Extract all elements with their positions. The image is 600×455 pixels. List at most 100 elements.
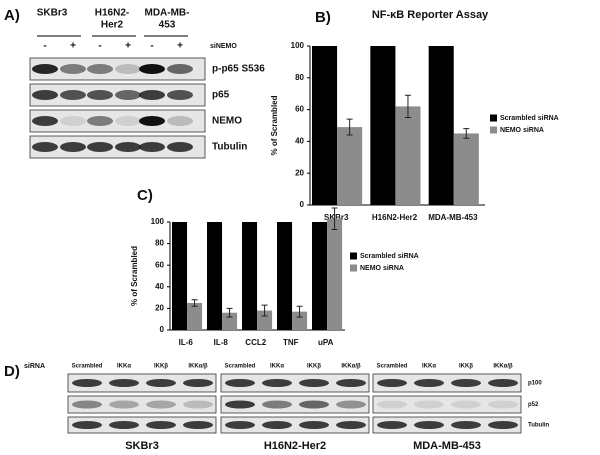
blot-strip bbox=[67, 395, 217, 414]
lane-label: IKKα/β bbox=[493, 364, 513, 370]
legend-swatch bbox=[350, 264, 357, 272]
blot-band bbox=[87, 116, 113, 126]
treatment-sign: + bbox=[177, 41, 183, 52]
blot-band bbox=[87, 90, 113, 100]
treatment-sign: - bbox=[150, 41, 153, 52]
cell-line-label: H16N2-Her2 bbox=[264, 440, 326, 452]
lane-label: IKKα/β bbox=[341, 364, 361, 370]
x-tick-label: IL-8 bbox=[214, 338, 229, 347]
blot-band bbox=[488, 421, 518, 429]
y-tick-label: 40 bbox=[155, 282, 164, 291]
bar bbox=[277, 222, 293, 330]
blot-band bbox=[115, 116, 141, 126]
blot-band bbox=[377, 379, 407, 387]
bar bbox=[207, 222, 223, 330]
blot-band bbox=[109, 400, 139, 409]
lane-label: IKKα bbox=[422, 364, 436, 370]
legend-swatch bbox=[490, 114, 497, 122]
blot-band bbox=[183, 400, 213, 409]
blot-band bbox=[167, 142, 193, 152]
blot-band bbox=[109, 379, 139, 387]
legend-label: NEMO siRNA bbox=[500, 127, 544, 134]
row-label: p-p65 S536 bbox=[212, 64, 265, 75]
error-bar bbox=[331, 207, 338, 231]
legend-label: NEMO siRNA bbox=[360, 265, 404, 272]
bar bbox=[453, 133, 479, 205]
y-tick-label: 0 bbox=[160, 325, 165, 334]
cell-line-label: 453 bbox=[159, 20, 176, 31]
row-label: Tubulin bbox=[212, 142, 247, 153]
bar bbox=[242, 222, 258, 330]
blot-band bbox=[262, 379, 292, 387]
blot-strip bbox=[220, 373, 370, 393]
bar bbox=[292, 311, 308, 330]
legend-label: Scrambled siRNA bbox=[500, 115, 559, 122]
blot-band bbox=[146, 421, 176, 429]
blot-strip bbox=[372, 395, 522, 414]
error-bar bbox=[226, 307, 233, 318]
blot-band bbox=[167, 116, 193, 126]
blot-band bbox=[336, 379, 366, 387]
blot-band bbox=[72, 421, 102, 429]
cell-line-label: Her2 bbox=[101, 20, 124, 31]
blot-band bbox=[32, 142, 58, 152]
blot-band bbox=[60, 90, 86, 100]
blot-band bbox=[225, 421, 255, 429]
blot-band bbox=[60, 64, 86, 74]
y-tick-label: 20 bbox=[295, 168, 304, 177]
lane-label: IKKα/β bbox=[188, 364, 208, 370]
blot-band bbox=[87, 64, 113, 74]
lane-label: IKKα bbox=[117, 364, 131, 370]
blot-strip bbox=[29, 109, 206, 133]
y-tick-label: 0 bbox=[300, 200, 305, 209]
treatment-sign: - bbox=[98, 41, 101, 52]
y-axis-label: % of Scrambled bbox=[130, 246, 139, 306]
error-bar bbox=[346, 118, 353, 136]
treatment-label: siNEMO bbox=[210, 43, 237, 50]
blot-band bbox=[262, 421, 292, 429]
blot-band bbox=[336, 400, 366, 409]
blot-band bbox=[146, 379, 176, 387]
blot-band bbox=[414, 421, 444, 429]
bar bbox=[428, 46, 454, 205]
blot-band bbox=[377, 400, 407, 409]
blot-band bbox=[115, 90, 141, 100]
blot-band bbox=[488, 379, 518, 387]
bar bbox=[187, 303, 203, 330]
x-tick-label: TNF bbox=[283, 338, 299, 347]
row-label: p65 bbox=[212, 90, 230, 101]
blot-strip bbox=[220, 416, 370, 434]
blot-band bbox=[32, 64, 58, 74]
row-label: p52 bbox=[528, 402, 539, 408]
blot-band bbox=[167, 64, 193, 74]
blot-band bbox=[225, 400, 255, 409]
bar bbox=[222, 312, 238, 330]
lane-label: Scrambled bbox=[72, 364, 103, 370]
error-bar bbox=[191, 299, 198, 307]
lane-label: IKKβ bbox=[154, 364, 168, 370]
error-bar bbox=[404, 94, 411, 119]
lane-label: IKKβ bbox=[459, 364, 473, 370]
bar bbox=[337, 127, 363, 205]
blot-band bbox=[139, 142, 165, 152]
sirna-label: siRNA bbox=[24, 363, 45, 370]
blot-band bbox=[167, 90, 193, 100]
x-tick-label: CCL2 bbox=[245, 338, 266, 347]
blot-band bbox=[488, 400, 518, 409]
blot-band bbox=[451, 400, 481, 409]
cell-line-label: SKBr3 bbox=[37, 8, 68, 19]
treatment-sign: + bbox=[70, 41, 76, 52]
lane-label: Scrambled bbox=[377, 364, 408, 370]
blot-band bbox=[32, 90, 58, 100]
row-label: Tubulin bbox=[528, 423, 550, 429]
blot-band bbox=[377, 421, 407, 429]
blot-band bbox=[146, 400, 176, 409]
blot-band bbox=[336, 421, 366, 429]
legend-label: Scrambled siRNA bbox=[360, 253, 419, 260]
blot-band bbox=[183, 421, 213, 429]
bar bbox=[312, 222, 328, 330]
blot-strip bbox=[29, 57, 206, 81]
blot-band bbox=[115, 142, 141, 152]
treatment-sign: + bbox=[125, 41, 131, 52]
legend-swatch bbox=[350, 252, 357, 260]
